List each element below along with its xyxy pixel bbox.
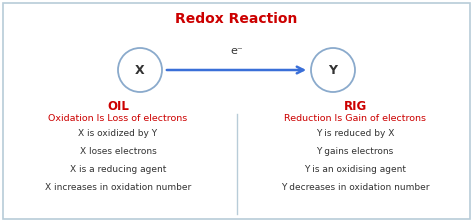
FancyBboxPatch shape	[3, 3, 470, 219]
Text: X loses electrons: X loses electrons	[79, 147, 157, 156]
Text: e⁻: e⁻	[230, 46, 243, 56]
Ellipse shape	[311, 48, 355, 92]
Ellipse shape	[118, 48, 162, 92]
Text: Y is reduced by X: Y is reduced by X	[316, 129, 394, 138]
Text: Y gains electrons: Y gains electrons	[316, 147, 394, 156]
Text: RIG: RIG	[343, 100, 367, 113]
Text: Y is an oxidising agent: Y is an oxidising agent	[304, 165, 406, 174]
Text: Y: Y	[329, 63, 338, 77]
Text: X: X	[135, 63, 145, 77]
Text: Y decreases in oxidation number: Y decreases in oxidation number	[281, 183, 429, 192]
Text: X increases in oxidation number: X increases in oxidation number	[45, 183, 191, 192]
Text: OIL: OIL	[107, 100, 129, 113]
Text: X is a reducing agent: X is a reducing agent	[70, 165, 166, 174]
Text: Redox Reaction: Redox Reaction	[175, 12, 298, 26]
Text: Reduction Is Gain of electrons: Reduction Is Gain of electrons	[284, 114, 426, 123]
Text: Oxidation Is Loss of electrons: Oxidation Is Loss of electrons	[48, 114, 188, 123]
Text: X is oxidized by Y: X is oxidized by Y	[79, 129, 158, 138]
